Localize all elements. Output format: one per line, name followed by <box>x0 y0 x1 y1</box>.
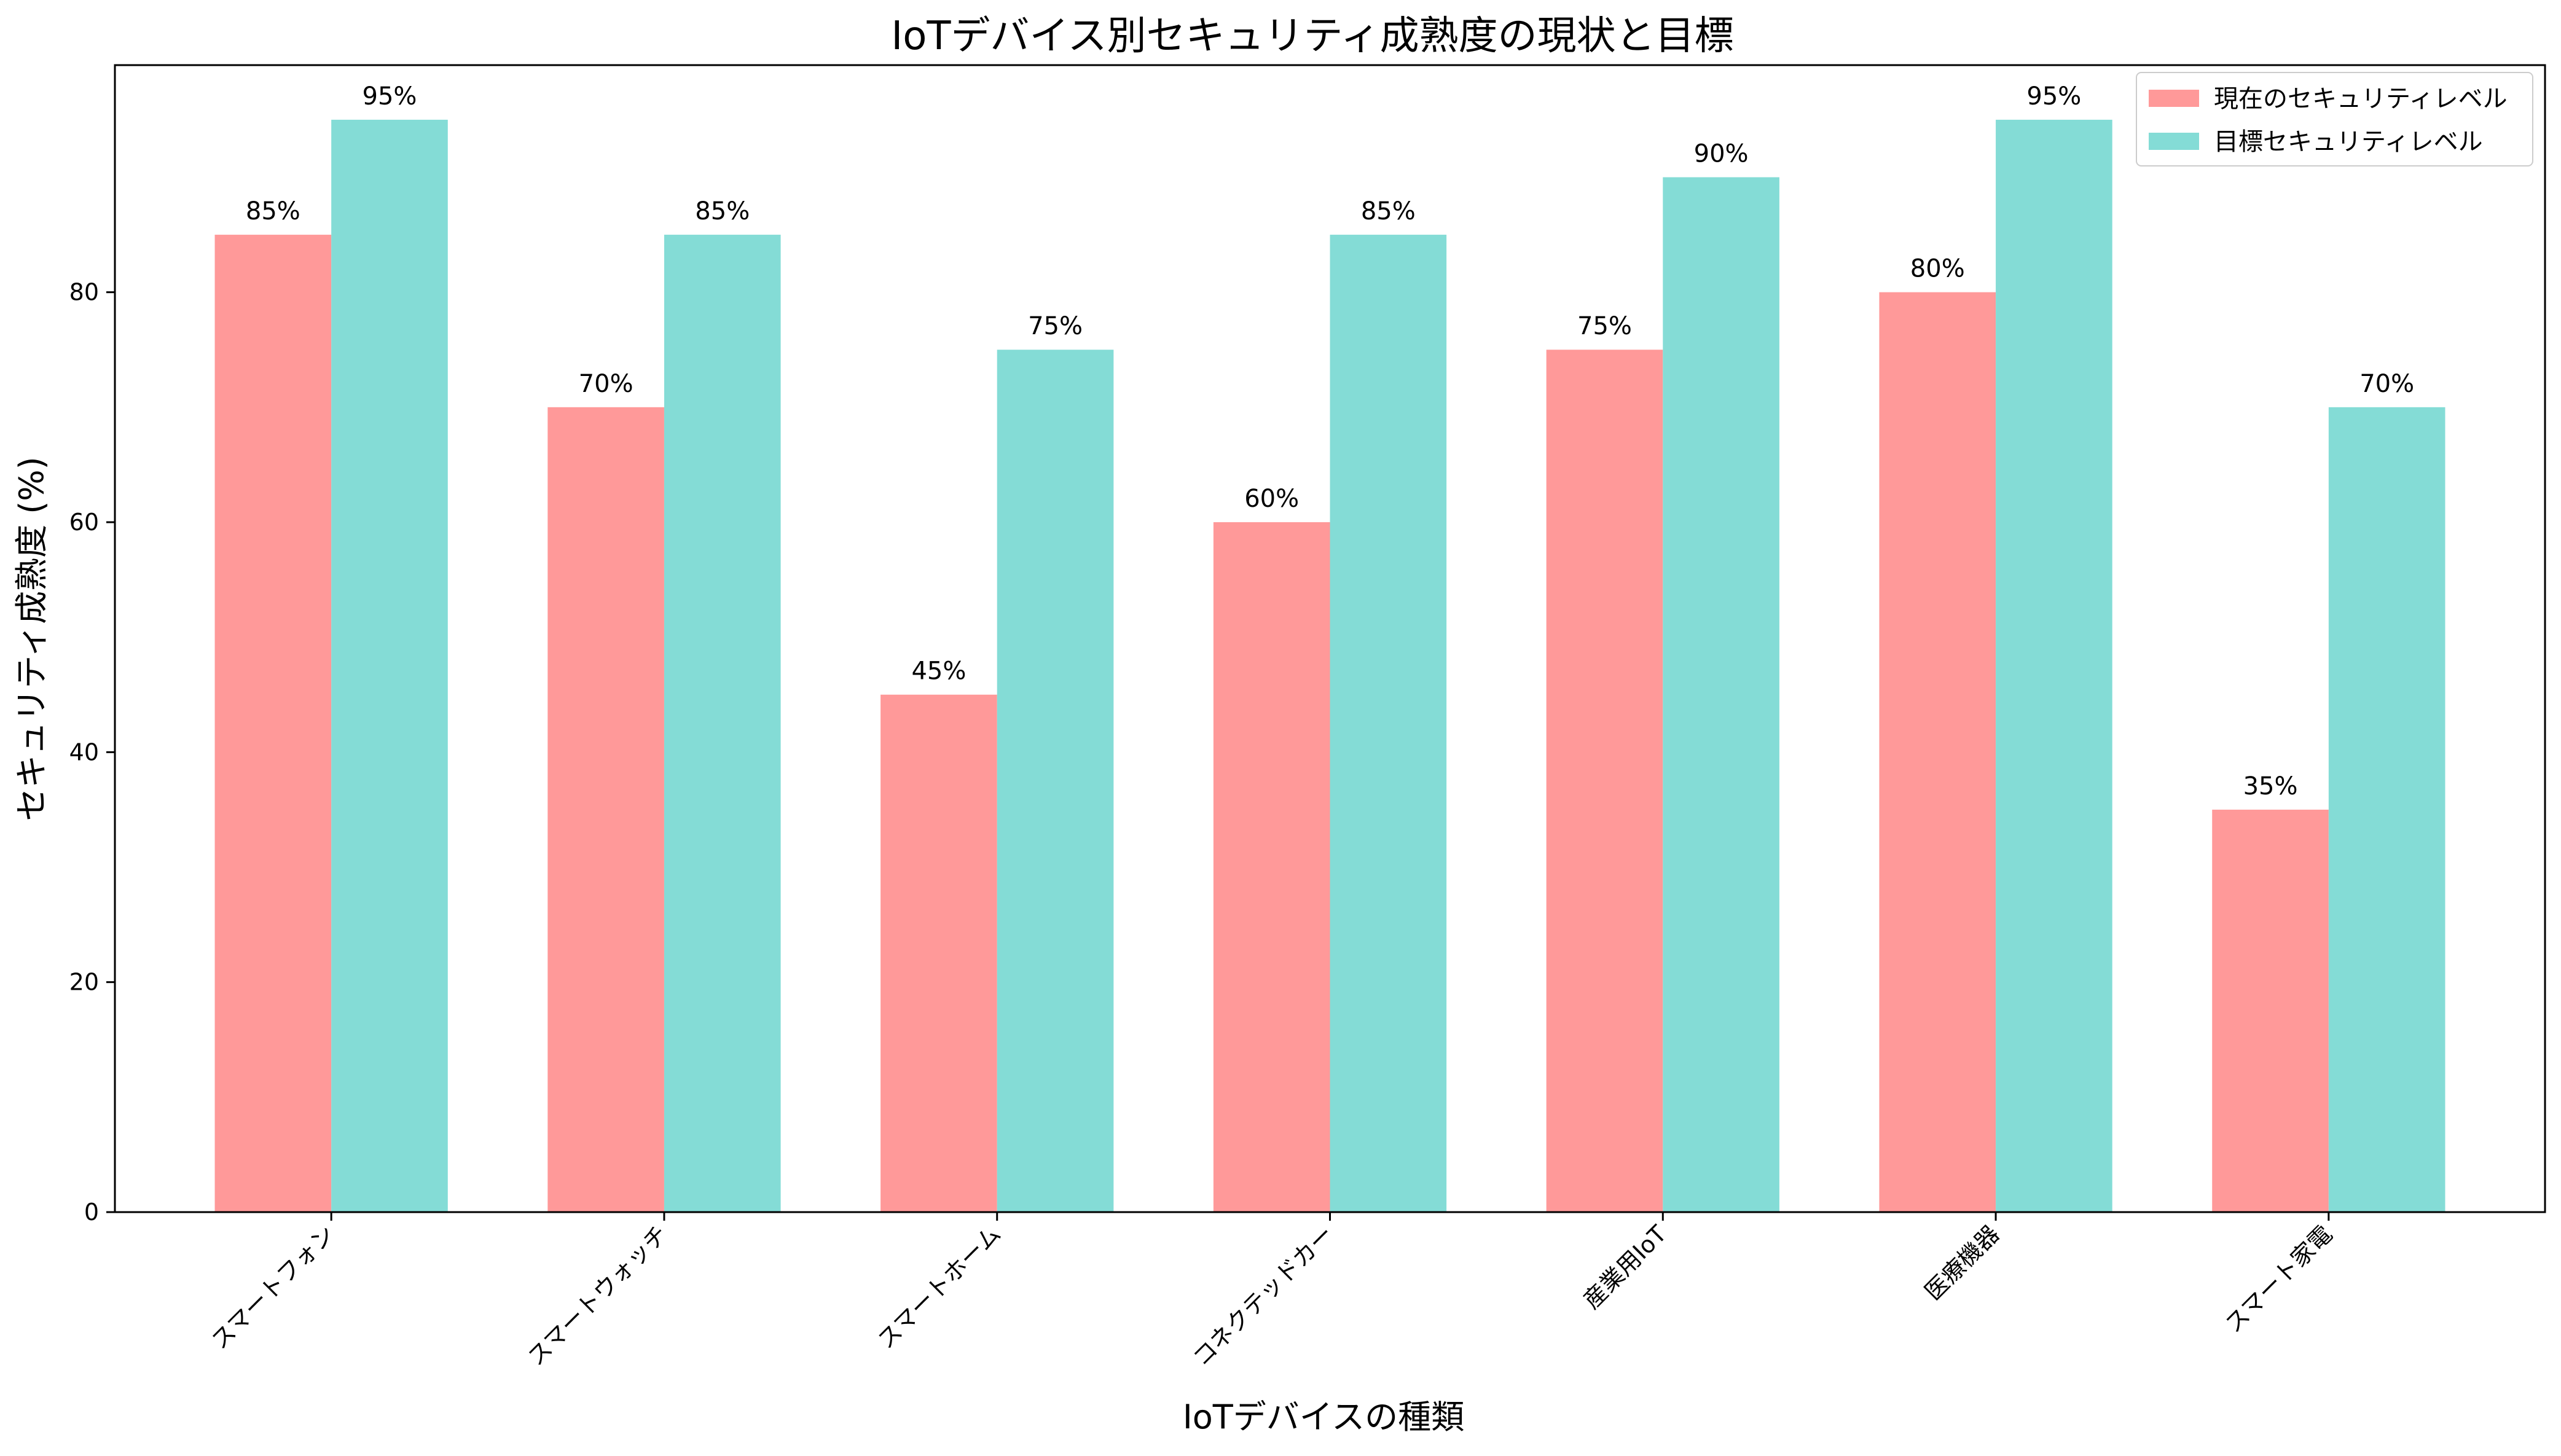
value-label-series-2-5: 90% <box>1694 139 1749 168</box>
value-label-series-2-3: 75% <box>1028 312 1083 340</box>
value-label-series-1-6: 80% <box>1910 255 1965 283</box>
plot-frame <box>114 64 2546 1213</box>
x-tick-label-1: スマートフォン <box>206 1220 340 1354</box>
legend-label-1: 現在のセキュリティレベル <box>2214 85 2508 113</box>
legend-label-2: 目標セキュリティレベル <box>2214 128 2483 156</box>
y-tick-label: 80 <box>69 279 99 306</box>
y-axis-label: セキュリティ成熟度 (%) <box>12 456 51 821</box>
y-tick-label: 20 <box>69 969 99 996</box>
y-tick-label: 40 <box>69 738 99 765</box>
value-label-series-2-2: 85% <box>695 197 750 225</box>
bar-series-2-4 <box>1330 235 1447 1212</box>
bar-series-2-7 <box>2328 407 2445 1212</box>
bar-series-2-6 <box>1996 119 2112 1212</box>
bar-series-1-5 <box>1546 350 1663 1212</box>
value-label-series-1-1: 85% <box>246 197 300 225</box>
value-label-series-2-6: 95% <box>2026 82 2081 111</box>
legend-box <box>2136 72 2533 166</box>
y-tick-label: 60 <box>69 509 99 536</box>
x-tick-label-7: スマート家電 <box>2220 1220 2338 1338</box>
bar-series-1-4 <box>1213 522 1330 1213</box>
value-label-series-1-2: 70% <box>579 370 633 398</box>
value-label-series-1-3: 45% <box>911 657 966 686</box>
value-label-series-1-7: 35% <box>2243 772 2298 800</box>
value-label-series-2-4: 85% <box>1361 197 1416 225</box>
bar-series-1-3 <box>880 694 997 1212</box>
bars-group <box>214 119 2445 1213</box>
bar-series-2-5 <box>1663 177 1779 1212</box>
legend-swatch-2 <box>2149 133 2199 150</box>
bar-series-2-1 <box>331 119 448 1212</box>
y-tick-label: 0 <box>84 1199 99 1226</box>
bar-series-2-2 <box>664 235 781 1212</box>
value-label-series-1-4: 60% <box>1244 485 1299 513</box>
x-tick-label-6: 医療機器 <box>1920 1220 2005 1305</box>
y-axis: 0 20 40 60 80 <box>69 279 115 1226</box>
bar-series-1-7 <box>2212 809 2329 1212</box>
bar-series-1-1 <box>214 235 332 1212</box>
value-label-series-1-5: 75% <box>1577 312 1632 340</box>
x-axis-label: IoTデバイスの種類 <box>1183 1398 1464 1436</box>
bar-series-1-6 <box>1879 292 1996 1213</box>
x-tick-label-5: 産業用IoT <box>1578 1220 1672 1314</box>
bar-series-2-3 <box>997 350 1114 1212</box>
legend-swatch-1 <box>2149 90 2199 107</box>
x-tick-label-2: スマートウォッチ <box>522 1220 673 1371</box>
x-tick-label-3: スマートホーム <box>872 1220 1006 1354</box>
value-label-series-2-1: 95% <box>363 82 417 111</box>
bar-series-1-2 <box>547 407 664 1212</box>
x-axis: スマートフォン スマートウォッチ スマートホーム コネクテッドカー 産業用IoT 医療機器… <box>206 1212 2337 1371</box>
x-tick-label-4: コネクテッドカー <box>1188 1220 1339 1371</box>
value-label-series-2-7: 70% <box>2359 370 2414 398</box>
value-labels-group: 85% 70% 45% 60% 75% 80% 35% 95% 85% 75% 85% 90% 95% 7… <box>246 82 2414 800</box>
chart-title: IoTデバイス別セキュリティ成熟度の現状と目標 <box>891 14 1733 59</box>
